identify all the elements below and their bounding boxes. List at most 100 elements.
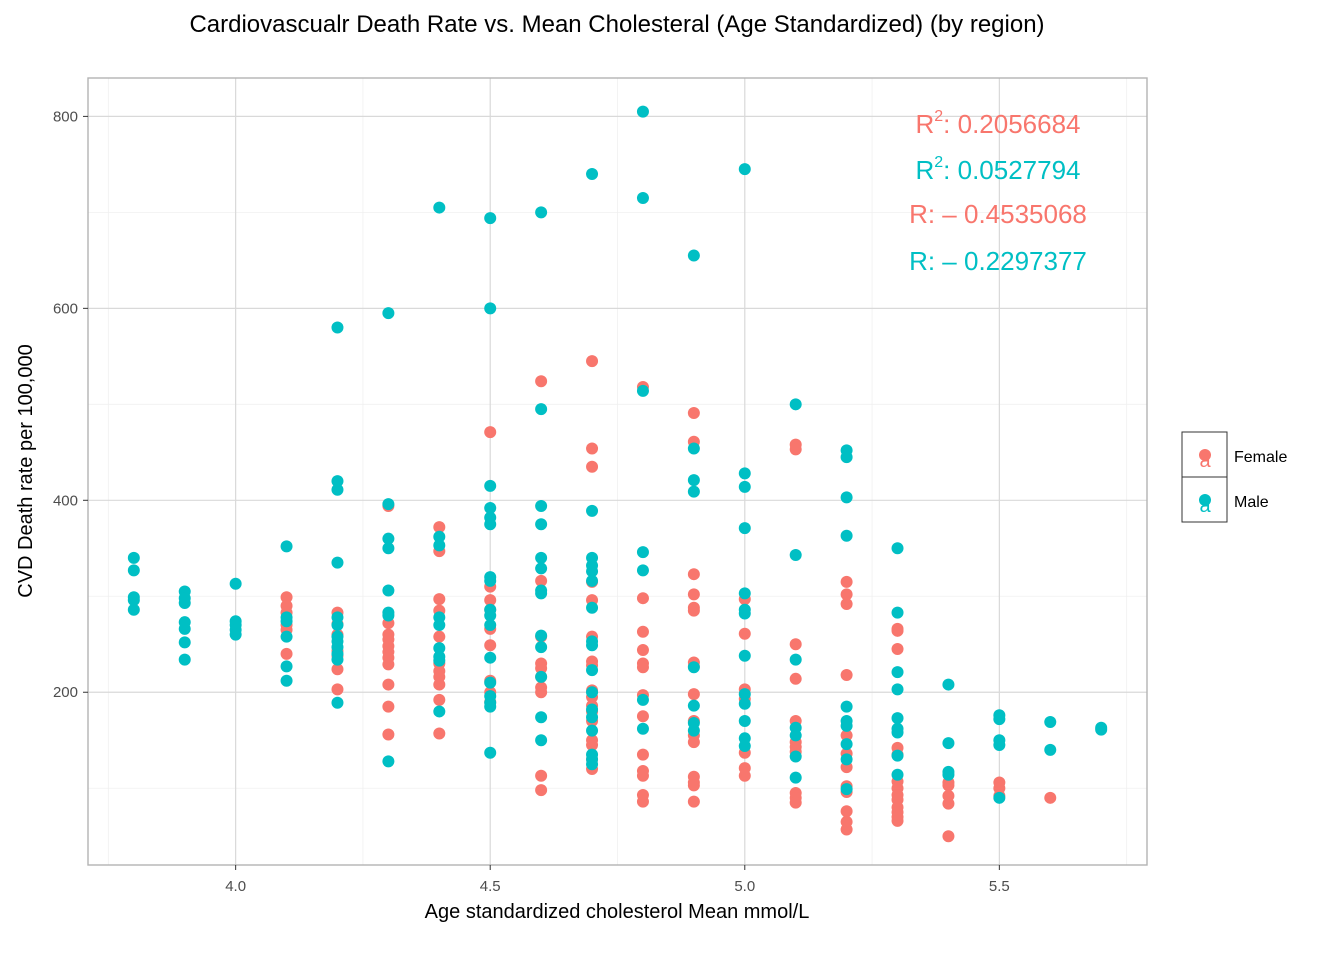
male-point: [891, 712, 904, 725]
female-point: [789, 638, 802, 651]
y-tick-label: 600: [53, 300, 78, 317]
female-point: [738, 627, 751, 640]
x-tick-label: 4.0: [225, 878, 246, 895]
male-point: [636, 546, 649, 559]
male-point: [280, 630, 293, 643]
male-point: [891, 749, 904, 762]
male-point: [484, 501, 497, 514]
male-point: [891, 542, 904, 555]
male-point: [280, 615, 293, 628]
male-point: [840, 451, 853, 464]
annotation-superscript: 2: [934, 108, 943, 125]
male-point: [433, 530, 446, 543]
male-point: [789, 750, 802, 763]
male-point: [586, 711, 599, 724]
male-point: [687, 724, 700, 737]
male-point: [942, 737, 955, 750]
female-point: [789, 443, 802, 456]
annotation-symbol: R: [909, 199, 928, 229]
male-point: [484, 302, 497, 315]
y-tick-label: 200: [53, 684, 78, 701]
male-point: [738, 715, 751, 728]
legend: a a Female Male: [1181, 431, 1287, 523]
male-point: [484, 700, 497, 713]
annotation-3: R: – 0.4535068: [909, 199, 1087, 229]
male-point: [586, 664, 599, 677]
male-point: [1095, 723, 1108, 736]
male-point: [1044, 715, 1057, 728]
male-point: [433, 539, 446, 552]
female-point: [942, 797, 955, 810]
male-point: [484, 746, 497, 759]
annotation-value: : – 0.4535068: [928, 199, 1087, 229]
male-point: [586, 167, 599, 180]
female-point: [433, 693, 446, 706]
male-point: [382, 609, 395, 622]
male-point: [586, 565, 599, 578]
female-point: [586, 739, 599, 752]
male-point: [586, 504, 599, 517]
male-point: [586, 639, 599, 652]
male-point: [586, 601, 599, 614]
male-point: [789, 398, 802, 411]
legend-key-female-dot: [1199, 449, 1211, 461]
annotation-superscript: 2: [934, 154, 943, 171]
male-point: [229, 577, 242, 590]
annotation-2: R2: 0.0527794: [915, 154, 1080, 185]
male-point: [280, 674, 293, 687]
male-point: [687, 442, 700, 455]
female-point: [891, 814, 904, 827]
male-point: [891, 666, 904, 679]
female-point: [687, 604, 700, 617]
male-point: [687, 474, 700, 487]
male-point: [484, 651, 497, 664]
male-point: [484, 212, 497, 225]
male-point: [433, 642, 446, 655]
male-point: [636, 384, 649, 397]
male-point: [127, 551, 140, 564]
male-point: [484, 518, 497, 531]
female-point: [586, 355, 599, 368]
male-point: [789, 771, 802, 784]
male-point: [1044, 743, 1057, 756]
annotation-value: : – 0.2297377: [928, 246, 1087, 276]
male-point: [840, 529, 853, 542]
male-point: [484, 676, 497, 689]
legend-label-female: Female: [1234, 449, 1287, 466]
male-point: [535, 670, 548, 683]
female-point: [840, 805, 853, 818]
male-point: [484, 479, 497, 492]
male-point: [535, 500, 548, 513]
male-point: [535, 587, 548, 600]
male-point: [127, 603, 140, 616]
male-point: [586, 686, 599, 699]
female-point: [840, 668, 853, 681]
male-point: [636, 722, 649, 735]
plot-panel: [87, 77, 1148, 866]
female-point: [840, 588, 853, 601]
female-point: [687, 588, 700, 601]
male-points: [127, 105, 1108, 804]
male-point: [636, 693, 649, 706]
male-point: [891, 606, 904, 619]
male-point: [942, 678, 955, 691]
female-point: [433, 521, 446, 534]
male-point: [636, 105, 649, 118]
male-point: [127, 594, 140, 607]
male-point: [127, 564, 140, 577]
annotation-value: : 0.2056684: [943, 109, 1080, 139]
male-point: [433, 201, 446, 214]
male-point: [738, 467, 751, 480]
female-point: [535, 375, 548, 388]
male-point: [738, 607, 751, 620]
male-point: [586, 758, 599, 771]
male-point: [738, 480, 751, 493]
male-point: [535, 562, 548, 575]
female-point: [535, 769, 548, 782]
male-point: [382, 307, 395, 320]
female-point: [636, 592, 649, 605]
female-point: [433, 727, 446, 740]
x-tick-label: 5.0: [734, 878, 755, 895]
female-point: [535, 784, 548, 797]
female-point: [484, 426, 497, 439]
